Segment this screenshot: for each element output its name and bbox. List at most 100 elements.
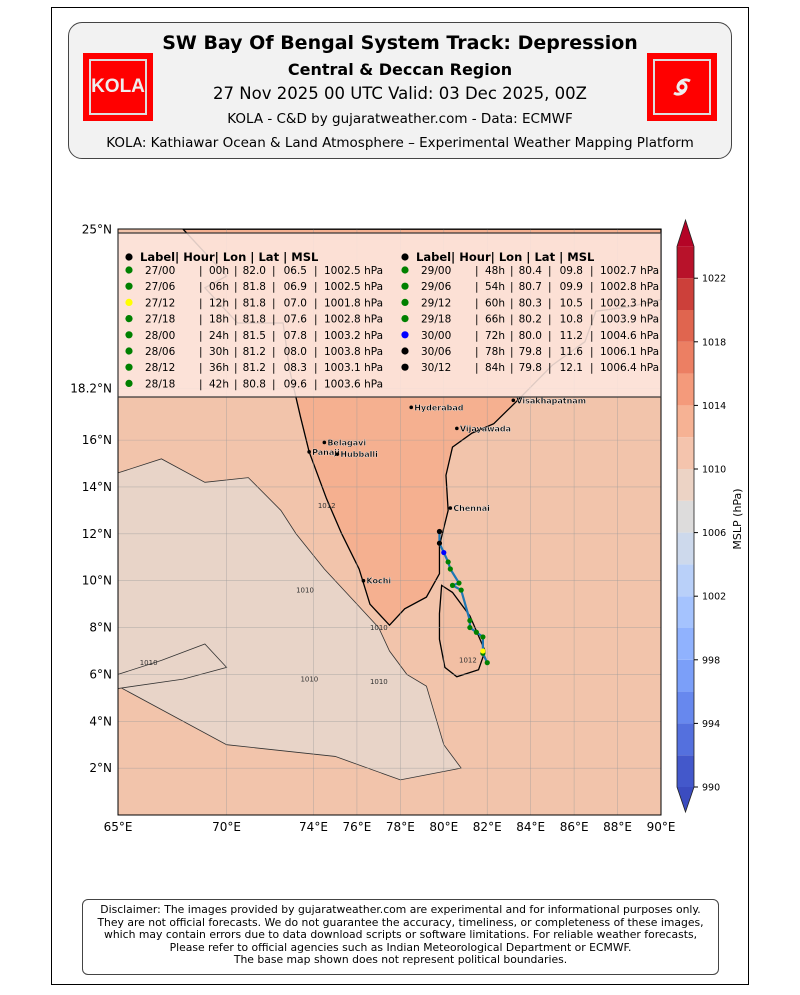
figure-border [51,7,749,985]
legend-hour: 66h [485,314,505,326]
legend-separator: | [590,346,594,358]
lat-tick-label: 8°N [89,621,112,635]
lat-tick-label: 18.2°N [70,382,112,396]
credit-line: KOLA - C&D by gujaratweather.com - Data:… [227,111,573,127]
city-marker [335,452,340,456]
legend-msl: 1006.4 hPa [600,362,659,374]
colorbar-outline [676,218,695,814]
legend-lon: 81.8 [243,281,266,293]
legend-separator: | [272,362,276,374]
legend-msl: 1003.6 hPa [324,378,383,390]
track-point [436,528,443,535]
colorbar-label: MSLP (hPa) [731,488,744,549]
colorbar-band [677,373,694,406]
legend-row-dot [125,315,133,323]
legend-separator: | [199,281,203,293]
legend-separator: | [475,346,479,358]
legend-lon: 81.5 [243,330,266,342]
city-marker [455,426,459,431]
legend-separator: | [199,265,203,277]
contour-label: 1010 [370,678,388,686]
disclaimer-line: Disclaimer: The images provided by gujar… [100,903,701,916]
track-point [467,624,473,631]
city-marker [361,578,366,583]
legend-lat: 07.0 [284,297,307,309]
legend-msl: 1001.8 hPa [324,297,383,309]
legend-separator: | [590,362,594,374]
legend-separator: | [234,314,238,326]
legend-hour: 30h [209,346,229,358]
track-point [447,566,453,572]
city-label: Vijayawada [460,424,511,433]
lon-tick-label: 80°E [429,820,458,834]
legend-lon: 81.2 [243,346,266,358]
colorbar-tick-label: 1014 [702,401,726,412]
cyclone-icon [647,53,717,121]
city-label: Panaji [312,448,340,457]
legend-lat: 06.5 [284,265,307,277]
colorbar-band [677,596,694,628]
legend-hour: 84h [485,362,505,374]
legend-msl: 1003.1 hPa [324,362,383,374]
city-marker [409,405,414,410]
legend-hour: 36h [209,362,229,374]
legend-hour: 48h [485,265,505,277]
legend-separator: | [272,314,276,326]
legend-lat: 10.5 [560,297,583,309]
disclaimer-line: which may contain errors due to data dow… [103,928,698,942]
legend-row-dot [125,282,133,290]
legend-msl: 1002.5 hPa [324,265,383,277]
legend-separator: | [590,281,594,293]
legend-separator: | [199,330,203,342]
colorbar-band [677,310,694,342]
title-box: KOLA SW Bay Of Bengal System Track: Depr… [68,22,732,159]
legend-row-dot [401,315,409,323]
legend-row-dot [125,298,133,306]
legend-lat: 06.9 [284,281,307,293]
legend-lon: 80.4 [519,265,543,277]
legend-separator: | [234,297,238,309]
track-point [467,617,473,624]
legend-row-dot [401,266,409,274]
legend-separator: | [510,281,514,293]
map-subtitle: Central & Deccan Region [287,60,513,79]
legend-separator: | [510,265,514,277]
legend-lat: 08.3 [284,362,307,374]
legend-separator: | [314,314,318,326]
legend-label: 27/18 [145,314,175,326]
legend-separator: | [590,314,594,326]
lat-tick-label: 6°N [89,667,112,681]
track-legend-box [117,232,662,398]
legend-row-dot [401,298,409,306]
legend-separator: | [548,346,552,358]
legend-separator: | [590,330,594,342]
legend-separator: | [548,281,552,293]
legend-label: 29/00 [421,265,451,277]
legend-label: 27/06 [145,281,176,293]
city-label: Chennai [453,504,490,513]
legend-msl: 1002.5 hPa [324,281,383,293]
legend-label: 30/00 [421,330,451,342]
legend-lat: 08.0 [284,346,307,358]
legend-header: Label| Hour| Lon | Lat | MSL [140,250,319,264]
legend-separator: | [199,362,203,374]
lat-tick-label: 14°N [82,480,112,494]
contour-label: 1012 [318,502,336,510]
track-point [473,629,479,635]
legend-separator: | [272,346,276,358]
legend-hour: 12h [209,297,229,309]
legend-separator: | [234,330,238,342]
legend-label: 29/18 [421,314,451,326]
track-point [458,587,464,593]
track-point [480,634,486,640]
tagline: KOLA: Kathiawar Ocean & Land Atmosphere … [106,135,694,151]
colorbar-tick-label: 994 [702,719,720,730]
legend-lon: 80.3 [519,297,542,309]
legend-separator: | [548,297,552,309]
city-marker [511,398,516,403]
legend-separator: | [314,281,318,293]
legend-separator: | [475,281,479,293]
legend-separator: | [234,281,238,293]
legend-row-dot [125,347,133,355]
